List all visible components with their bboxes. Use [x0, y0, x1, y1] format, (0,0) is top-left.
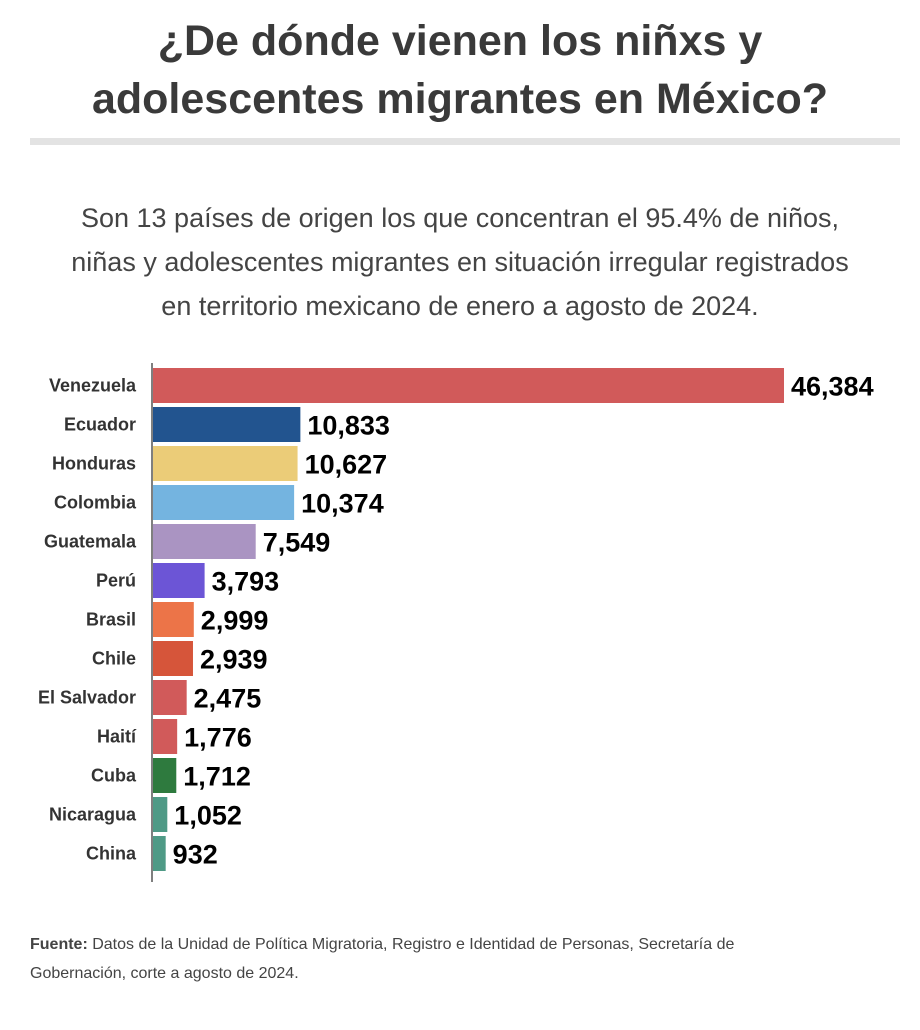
- subtitle-line-3: en territorio mexicano de enero a agosto…: [161, 291, 759, 321]
- source-text-line-1: Datos de la Unidad de Política Migratori…: [87, 936, 735, 953]
- value-label: 3,793: [212, 567, 280, 597]
- category-label: El Salvador: [38, 688, 136, 708]
- value-label: 10,374: [301, 489, 384, 519]
- value-label: 932: [173, 840, 218, 870]
- chart-subtitle: Son 13 países de origen los que concentr…: [20, 196, 900, 328]
- category-label: Guatemala: [44, 532, 137, 552]
- category-label: Ecuador: [64, 415, 136, 435]
- value-label: 1,712: [183, 762, 251, 792]
- source-note: Fuente: Datos de la Unidad de Política M…: [30, 930, 890, 988]
- value-label: 10,627: [305, 450, 388, 480]
- bar: [153, 797, 168, 832]
- category-label: Colombia: [54, 493, 137, 513]
- bar: [153, 602, 194, 637]
- value-label: 2,999: [201, 606, 269, 636]
- value-label: 7,549: [263, 528, 331, 558]
- category-label: Haití: [97, 727, 137, 747]
- value-label: 1,776: [184, 723, 252, 753]
- category-label: Honduras: [52, 454, 136, 474]
- source-text-line-2: Gobernación, corte a agosto de 2024.: [30, 965, 299, 982]
- source-label: Fuente:: [30, 936, 88, 953]
- bar-chart: Venezuela 46,384 Ecuador 10,833 Honduras 10,6…: [38, 363, 874, 882]
- value-label: 2,475: [194, 684, 262, 714]
- category-label: Nicaragua: [49, 805, 137, 825]
- subtitle-line-2: niñas y adolescentes migrantes en situac…: [71, 247, 849, 277]
- category-label: Perú: [96, 571, 136, 591]
- bar: [153, 524, 256, 559]
- bar: [153, 446, 298, 481]
- chart-title: ¿De dónde vienen los niñxs y adolescente…: [20, 12, 900, 128]
- category-label: Chile: [92, 649, 136, 669]
- category-label: China: [86, 844, 137, 864]
- category-label: Cuba: [91, 766, 137, 786]
- chart-title-line-2: adolescentes migrantes en México?: [91, 75, 829, 123]
- bar: [153, 368, 784, 403]
- category-label: Venezuela: [49, 376, 137, 396]
- bar: [153, 563, 205, 598]
- bar: [153, 485, 295, 520]
- value-label: 46,384: [791, 372, 874, 402]
- value-label: 1,052: [174, 801, 242, 831]
- bar: [153, 641, 193, 676]
- subtitle-line-1: Son 13 países de origen los que concentr…: [80, 203, 840, 233]
- category-label: Brasil: [86, 610, 136, 630]
- bar: [153, 680, 187, 715]
- chart-title-line-1: ¿De dónde vienen los niñxs y: [157, 17, 763, 65]
- bar: [153, 719, 178, 754]
- value-label: 2,939: [200, 645, 268, 675]
- bar: [153, 407, 301, 442]
- bar: [153, 836, 166, 871]
- title-divider: [30, 138, 900, 145]
- bar: [153, 758, 177, 793]
- value-label: 10,833: [307, 411, 390, 441]
